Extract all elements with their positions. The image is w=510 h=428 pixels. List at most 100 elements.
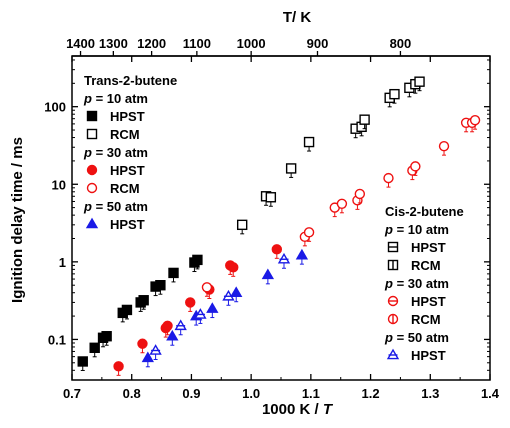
data-point [192, 254, 203, 266]
data-point [285, 163, 297, 174]
data-point [138, 295, 149, 306]
marker-square [89, 342, 100, 354]
marker-circle [383, 172, 394, 184]
series-9 [149, 252, 291, 361]
legend-trans-pressure-header: p = 30 atm [83, 145, 148, 160]
data-point [389, 88, 400, 100]
marker-triangle [230, 286, 243, 298]
marker-triangle [206, 302, 219, 313]
axes: 0.7 0.8 0.9 1.0 1.1 1.2 1.3 1.4 0.1 1 10 100 1400 130… [44, 36, 500, 401]
x-tick-label: 1.4 [481, 386, 500, 401]
data-point [149, 344, 162, 355]
legend-cis-pressure-header: p = 10 atm [384, 222, 449, 237]
data-point [166, 329, 179, 341]
legend-trans-pressure-header: p = 50 atm [83, 199, 148, 214]
y-tick-label: 100 [44, 100, 66, 115]
top-tick-label: 1400 [66, 36, 95, 51]
x-tick-label: 0.8 [123, 386, 141, 401]
x-axis-title: 1000 K / T [262, 401, 334, 418]
data-point [206, 302, 219, 313]
x-tick-label: 0.9 [182, 386, 200, 401]
legend-p-value: = 30 atm [393, 276, 449, 291]
legend-trans-marker [86, 164, 98, 176]
data-point [469, 114, 481, 126]
data-point [303, 136, 315, 148]
marker-square [86, 128, 98, 140]
marker-square [236, 219, 248, 231]
data-point [137, 338, 148, 349]
x-tick-label: 1.0 [242, 386, 260, 401]
marker-circle [162, 320, 173, 331]
legend-trans-title: Trans-2-butene [84, 73, 177, 88]
marker-square [192, 254, 203, 266]
data-point [261, 268, 275, 280]
marker-circle [336, 198, 348, 210]
legend-trans-entry-label: HPST [110, 217, 145, 232]
legend-cis-marker [387, 241, 399, 253]
data-point [77, 356, 88, 367]
data-point [174, 319, 187, 331]
top-tick-label: 1100 [183, 36, 211, 51]
data-point [303, 227, 315, 238]
marker-square [138, 295, 149, 306]
data-point [295, 248, 309, 260]
marker-square [359, 114, 370, 125]
legend-cis-marker [387, 259, 399, 271]
legend-p-symbol: p [83, 145, 92, 160]
x-tick-label: 0.7 [63, 386, 81, 401]
x-tick-label: 1.2 [362, 386, 380, 401]
legend-trans-entry-label: HPST [110, 109, 145, 124]
legend-cis-pressure-header: p = 30 atm [384, 276, 449, 291]
data-marks [77, 76, 481, 376]
x-tick-label: 1.1 [302, 386, 320, 401]
data-point [185, 297, 196, 308]
marker-square [285, 163, 297, 174]
top-tick-label: 1200 [137, 36, 166, 51]
marker-square [101, 331, 112, 342]
data-point [162, 320, 173, 331]
series-2 [113, 244, 283, 376]
marker-circle [113, 361, 124, 372]
top-tick-label: 1000 [237, 36, 266, 51]
marker-circle [185, 297, 196, 308]
data-point [194, 308, 207, 319]
data-point [222, 289, 235, 301]
data-point [101, 331, 112, 342]
data-point [410, 161, 421, 172]
y-tick-label: 1 [59, 255, 66, 270]
marker-circle [201, 282, 213, 293]
marker-triangle [141, 351, 155, 363]
marker-circle [86, 164, 98, 176]
legend-trans-marker [86, 110, 98, 122]
marker-square [303, 136, 315, 148]
x-axis-title-italic: T [323, 401, 334, 418]
marker-triangle [261, 268, 275, 280]
legend-cis-entry-label: RCM [411, 258, 441, 273]
marker-square [77, 356, 88, 367]
data-point [201, 282, 213, 293]
data-point [89, 342, 100, 354]
marker-circle [137, 338, 148, 349]
top-tick-label: 1300 [99, 36, 128, 51]
marker-circle [271, 244, 283, 255]
legend-trans-marker [85, 217, 99, 229]
legend-cis-marker [386, 348, 400, 360]
legend-cis-marker [387, 313, 399, 325]
data-point [155, 280, 166, 291]
marker-square [86, 110, 98, 122]
legend-p-symbol: p [384, 222, 393, 237]
legend-cis: Cis-2-butene p = 10 atm HPST RCM p = 30 atm H… [384, 204, 464, 363]
data-point [359, 114, 370, 125]
legend-cis-entry-label: HPST [411, 348, 446, 363]
series-0 [77, 254, 203, 371]
top-tick-label: 800 [390, 36, 412, 51]
legend-p-symbol: p [83, 91, 92, 106]
top-axis-title: T/ K [283, 9, 311, 26]
legend-cis-marker [387, 295, 399, 307]
legend-trans-marker [86, 182, 98, 194]
marker-circle [303, 227, 315, 238]
y-tick-label: 10 [52, 177, 66, 192]
legends: Trans-2-butene p = 10 atm HPST RCM p = 30 at… [83, 73, 464, 363]
data-point [228, 262, 239, 273]
